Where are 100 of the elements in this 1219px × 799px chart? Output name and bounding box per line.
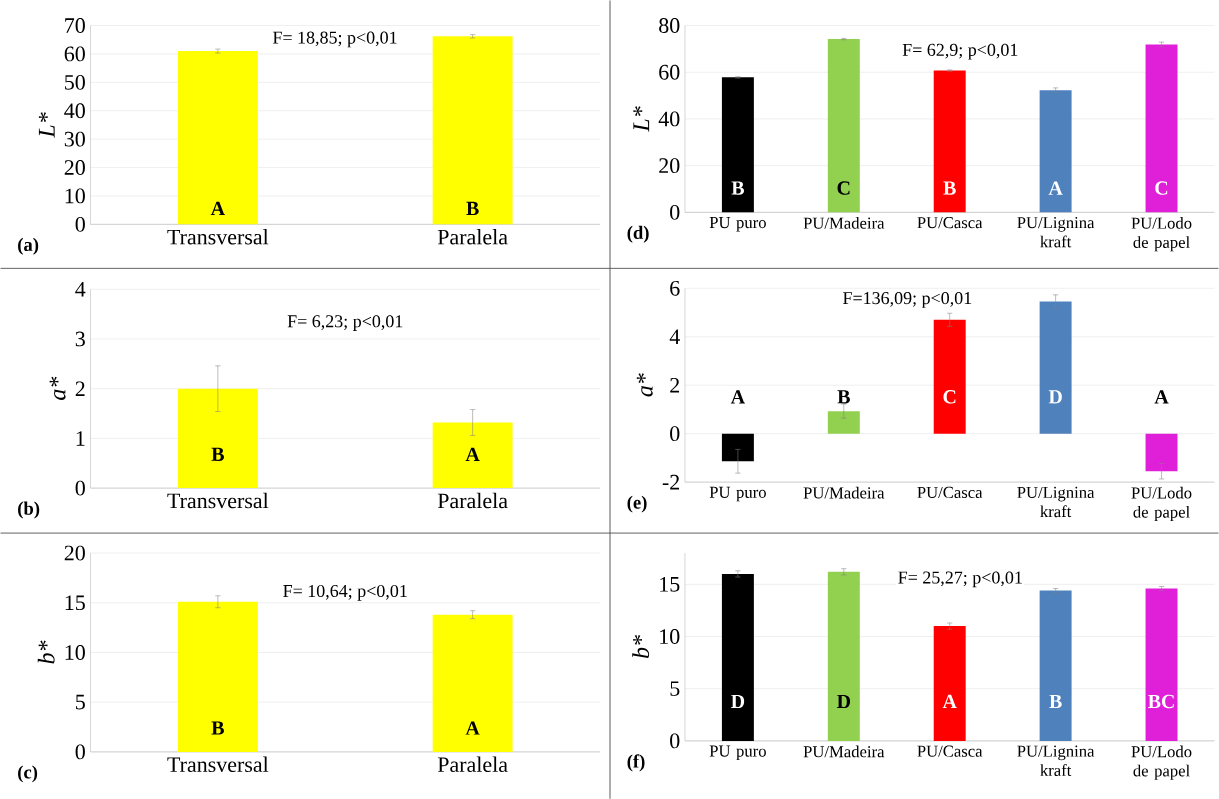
y-tick-label: 10 — [660, 628, 680, 644]
x-tick-label: PU puro — [709, 745, 766, 760]
y-axis-title: a* — [49, 376, 66, 400]
y-tick-label: 20 — [64, 545, 85, 561]
y-tick-label: -2 — [662, 474, 680, 490]
x-tick-label: Paralela — [437, 756, 508, 772]
annotation: BC — [1147, 694, 1174, 708]
x-tick-label: Transversal — [167, 228, 269, 245]
annotation: C — [837, 181, 850, 195]
annotation: C — [1155, 181, 1168, 195]
y-axis-title: a* — [636, 373, 653, 397]
y-axis-title: L* — [633, 106, 650, 132]
y-tick-label: 1 — [76, 430, 85, 446]
annotation: A — [730, 390, 745, 404]
annotation: D — [731, 694, 745, 708]
x-tick-label: PU/Madeira — [803, 216, 885, 229]
x-tick-label: PU/Madeira — [803, 486, 885, 499]
y-tick-label: 4 — [75, 281, 86, 297]
annotation: A — [465, 447, 480, 461]
annotation: B — [1049, 694, 1062, 708]
bar — [827, 410, 860, 434]
bar — [827, 571, 860, 741]
bar — [1145, 433, 1178, 472]
y-tick-label: 0 — [670, 426, 680, 441]
annotation: B — [211, 447, 224, 461]
x-tick-label: Transversal — [167, 492, 269, 509]
annotation: B — [837, 390, 850, 404]
y-tick-label: 3 — [75, 331, 85, 347]
annotation: D — [1048, 390, 1062, 404]
y-tick-label: 10 — [65, 188, 85, 204]
bar — [721, 77, 754, 213]
annotation: A — [465, 721, 480, 735]
y-tick-label: 2 — [75, 381, 85, 396]
y-axis-title: b* — [632, 634, 650, 658]
x-tick-label: PU/Lodo de papel — [1131, 486, 1192, 521]
y-tick-label: 15 — [660, 576, 680, 592]
x-tick-label: PU/Casca — [917, 486, 983, 498]
text: (d) — [627, 225, 649, 243]
annotation: A — [1048, 181, 1063, 195]
y-tick-label: 15 — [65, 595, 85, 610]
y-tick-label: 20 — [659, 158, 680, 173]
text: (f) — [627, 754, 645, 772]
annotation: A — [1154, 390, 1169, 404]
bar — [933, 319, 966, 434]
y-tick-label: 0 — [75, 480, 85, 496]
y-tick-label: 80 — [659, 17, 680, 33]
y-tick-label: 0 — [75, 744, 85, 760]
y-tick-label: 0 — [670, 204, 680, 220]
annotation: B — [943, 181, 956, 195]
x-tick-label: PU/Madeira — [803, 745, 885, 758]
y-tick-label: 4 — [669, 329, 680, 344]
y-tick-label: 10 — [65, 644, 85, 660]
annotation: F=136,09; p<0,01 — [843, 291, 972, 308]
y-tick-label: 70 — [65, 17, 85, 33]
y-tick-label: 0 — [670, 733, 680, 749]
y-tick-label: 0 — [75, 216, 85, 232]
x-tick-label: PU/Lodo de papel — [1131, 216, 1192, 252]
annotation: D — [836, 694, 851, 708]
x-tick-label: PU/Lodo de papel — [1131, 745, 1192, 780]
y-tick-label: 40 — [64, 103, 85, 118]
x-tick-label: PU/Casca — [917, 216, 983, 229]
y-tick-label: 5 — [670, 681, 680, 696]
annotation: F= 25,27; p<0,01 — [898, 571, 1022, 588]
annotation: B — [211, 721, 224, 735]
bar — [933, 625, 966, 741]
bar — [1039, 590, 1072, 741]
bar — [1039, 301, 1072, 434]
x-tick-label: Paralela — [437, 492, 508, 509]
bar — [1039, 90, 1072, 213]
annotation: A — [210, 201, 225, 215]
y-tick-label: 40 — [658, 111, 680, 127]
annotation: B — [466, 201, 479, 215]
x-tick-label: PU puro — [709, 216, 766, 232]
x-tick-label: PU/Lignina kraft — [1017, 216, 1095, 248]
text: (c) — [18, 765, 38, 783]
y-tick-label: 30 — [64, 131, 85, 147]
text: (b) — [18, 501, 40, 519]
bar — [933, 70, 966, 213]
annotation: F= 18,85; p<0,01 — [272, 31, 397, 48]
x-tick-label: Paralela — [437, 228, 508, 245]
y-tick-label: 2 — [670, 377, 680, 393]
annotation: F= 10,64; p<0,01 — [283, 584, 407, 601]
x-tick-label: PU puro — [709, 486, 766, 502]
x-tick-label: Transversal — [167, 756, 269, 772]
bar — [721, 573, 754, 741]
text: (e) — [627, 495, 647, 513]
annotation: C — [943, 389, 956, 404]
x-tick-label: PU/Lignina kraft — [1017, 745, 1095, 776]
y-tick-label: 5 — [76, 694, 85, 710]
bar — [827, 38, 860, 213]
y-tick-label: 20 — [64, 159, 85, 175]
y-axis-title: L* — [38, 112, 55, 138]
bar — [721, 433, 754, 462]
bar — [1145, 44, 1178, 213]
annotation: A — [942, 694, 957, 708]
text: (a) — [18, 237, 39, 255]
x-tick-label: PU/Casca — [917, 745, 983, 757]
annotation: F= 62,9; p<0,01 — [902, 43, 1018, 60]
y-axis-title: b* — [37, 640, 55, 664]
bar — [1145, 588, 1178, 741]
